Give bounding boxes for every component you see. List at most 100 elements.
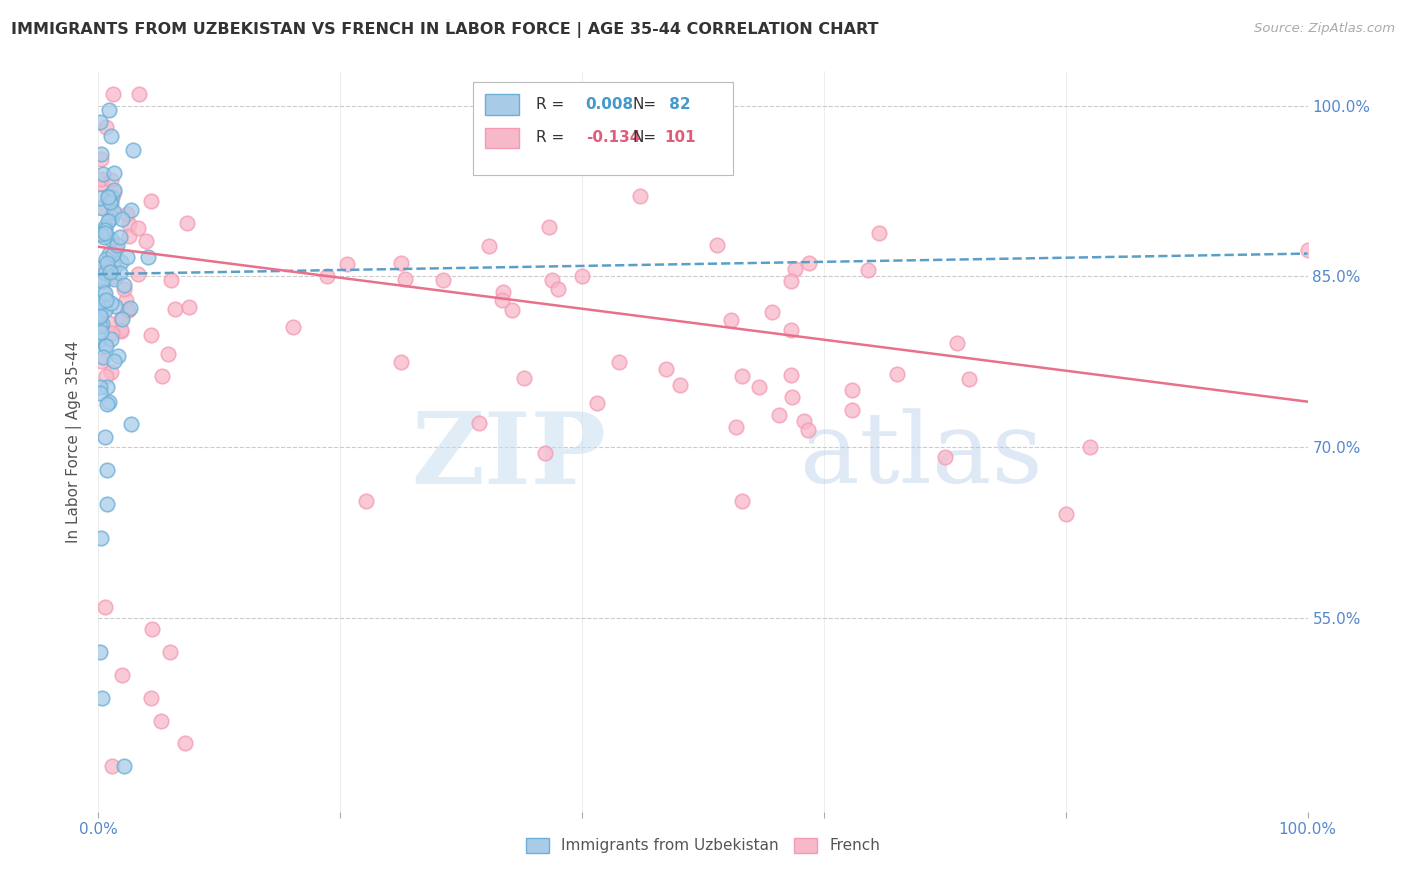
Point [100, 231, 122, 245]
Point [841, 384, 863, 398]
Point [103, 183, 125, 197]
Point [799, 256, 821, 270]
Point [90, 532, 112, 546]
Point [782, 390, 804, 404]
Point [176, 216, 198, 230]
Point [94, 252, 117, 267]
Point [90, 307, 112, 321]
Point [586, 396, 609, 410]
Point [547, 282, 569, 296]
Point [103, 260, 125, 274]
Point [91, 690, 114, 705]
Point [501, 303, 523, 318]
Point [90, 152, 112, 166]
Point [655, 362, 678, 376]
Point [856, 263, 879, 277]
Point [96, 256, 118, 270]
Point [97, 189, 120, 203]
Point [96, 397, 118, 411]
Point [118, 301, 141, 315]
Text: N=: N= [633, 130, 657, 145]
Point [90, 146, 112, 161]
Point [104, 300, 127, 314]
Point [761, 305, 783, 319]
Point [100, 270, 122, 285]
Point [90, 200, 112, 214]
Point [91, 167, 114, 181]
Point [127, 267, 149, 281]
Point [141, 194, 163, 208]
Point [90, 353, 112, 368]
Point [139, 690, 162, 705]
Point [107, 350, 129, 364]
Point [90, 172, 112, 186]
Text: -0.134: -0.134 [586, 130, 640, 145]
Point [141, 623, 163, 637]
Point [389, 255, 412, 269]
Point [89, 319, 111, 334]
Point [98, 193, 121, 207]
Point [779, 368, 801, 383]
Point [94, 430, 117, 444]
Point [100, 252, 122, 267]
Text: atlas: atlas [800, 409, 1042, 504]
Point [89, 309, 111, 323]
Point [94, 220, 117, 235]
Text: 82: 82 [664, 97, 690, 112]
Point [96, 463, 118, 477]
Point [89, 261, 111, 276]
Point [112, 278, 135, 293]
Point [100, 194, 122, 209]
Point [111, 312, 134, 326]
Point [100, 333, 122, 347]
Point [110, 266, 132, 280]
Point [103, 272, 125, 286]
Point [780, 323, 803, 337]
Point [93, 599, 115, 614]
Point [91, 201, 114, 215]
Point [110, 323, 132, 337]
Point [720, 313, 742, 327]
Point [793, 414, 815, 428]
Point [100, 262, 122, 277]
Point [946, 336, 969, 351]
Point [98, 103, 121, 117]
Point [114, 293, 136, 308]
Point [335, 257, 357, 271]
Point [316, 268, 339, 283]
Point [94, 285, 117, 300]
Point [94, 222, 117, 236]
Point [957, 372, 980, 386]
Text: R =: R = [536, 97, 569, 112]
Point [731, 369, 754, 384]
Point [432, 273, 454, 287]
Point [1078, 440, 1101, 454]
Point [356, 493, 378, 508]
Point [105, 244, 128, 258]
Point [108, 229, 131, 244]
Text: 0.008: 0.008 [586, 97, 634, 112]
Bar [485, 128, 519, 148]
Point [112, 282, 135, 296]
Point [118, 229, 141, 244]
Point [100, 173, 122, 187]
Point [97, 394, 120, 409]
Text: IMMIGRANTS FROM UZBEKISTAN VS FRENCH IN LABOR FORCE | AGE 35-44 CORRELATION CHAR: IMMIGRANTS FROM UZBEKISTAN VS FRENCH IN … [11, 22, 879, 38]
Point [110, 311, 132, 326]
Point [118, 218, 141, 232]
Point [105, 237, 128, 252]
Bar [485, 95, 519, 115]
Point [89, 332, 111, 346]
Point [628, 189, 651, 203]
Point [91, 350, 114, 364]
Point [136, 250, 159, 264]
Point [97, 212, 120, 227]
Point [467, 416, 489, 430]
Point [89, 310, 111, 324]
Point [90, 176, 112, 190]
Point [117, 303, 139, 318]
Point [96, 497, 118, 511]
Point [103, 166, 125, 180]
Point [768, 408, 790, 422]
Point [537, 220, 560, 235]
